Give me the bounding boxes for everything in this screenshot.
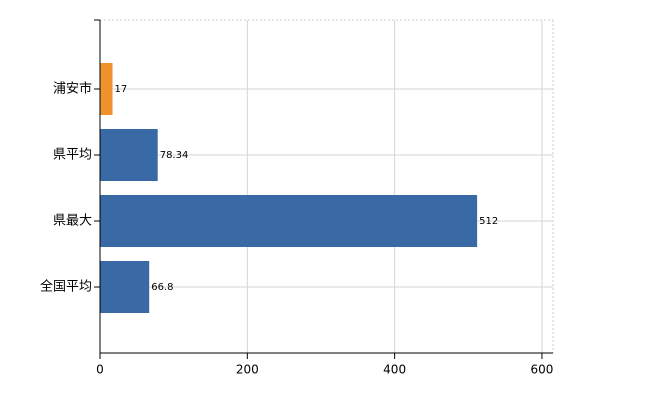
x-tick-label: 400 [383,363,406,377]
bar [100,195,478,247]
y-tick-label: 浦安市 [53,81,92,97]
value-label: 17 [115,84,128,95]
bar [100,261,150,313]
x-tick-label: 200 [236,363,259,377]
value-label: 512 [479,216,498,227]
y-tick-label: 県平均 [53,148,92,163]
y-tick-label: 全国平均 [40,279,92,295]
x-tick-label: 0 [96,363,104,377]
value-label: 78.34 [160,150,189,161]
bar [100,63,113,115]
value-label: 66.8 [151,282,173,293]
x-tick-label: 600 [530,363,553,377]
bar [100,129,158,181]
y-tick-label: 県最大 [53,214,92,229]
